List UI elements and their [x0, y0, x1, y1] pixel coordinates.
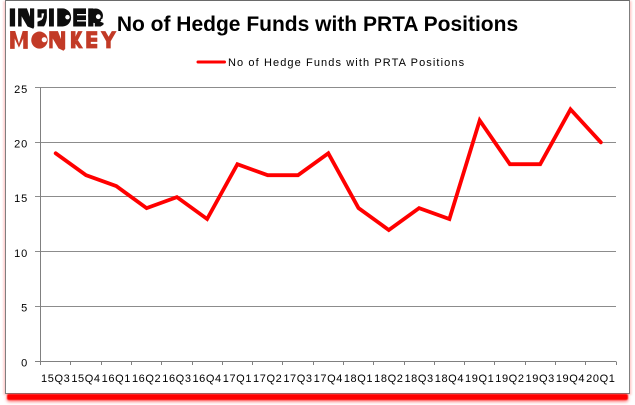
svg-text:20Q1: 20Q1: [586, 373, 615, 385]
svg-text:18Q1: 18Q1: [344, 373, 373, 385]
svg-text:5: 5: [21, 303, 28, 315]
svg-text:16Q1: 16Q1: [102, 373, 131, 385]
svg-text:17Q2: 17Q2: [253, 373, 282, 385]
svg-text:16Q4: 16Q4: [192, 373, 221, 385]
svg-text:18Q3: 18Q3: [404, 373, 433, 385]
svg-text:18Q4: 18Q4: [435, 373, 464, 385]
svg-text:17Q3: 17Q3: [283, 373, 312, 385]
svg-text:20: 20: [14, 139, 28, 151]
svg-text:19Q4: 19Q4: [556, 373, 585, 385]
svg-text:18Q2: 18Q2: [374, 373, 403, 385]
svg-text:0: 0: [21, 357, 28, 369]
svg-text:17Q4: 17Q4: [314, 373, 343, 385]
svg-text:No of Hedge Funds with PRTA Po: No of Hedge Funds with PRTA Positions: [228, 57, 465, 69]
svg-text:10: 10: [14, 248, 28, 260]
svg-text:16Q2: 16Q2: [132, 373, 161, 385]
svg-text:19Q3: 19Q3: [526, 373, 555, 385]
svg-text:16Q3: 16Q3: [162, 373, 191, 385]
svg-text:19Q1: 19Q1: [465, 373, 494, 385]
svg-text:15Q3: 15Q3: [41, 373, 70, 385]
svg-text:17Q1: 17Q1: [223, 373, 252, 385]
svg-text:25: 25: [14, 84, 28, 96]
svg-text:15: 15: [14, 193, 28, 205]
svg-text:15Q4: 15Q4: [71, 373, 100, 385]
svg-text:19Q2: 19Q2: [495, 373, 524, 385]
